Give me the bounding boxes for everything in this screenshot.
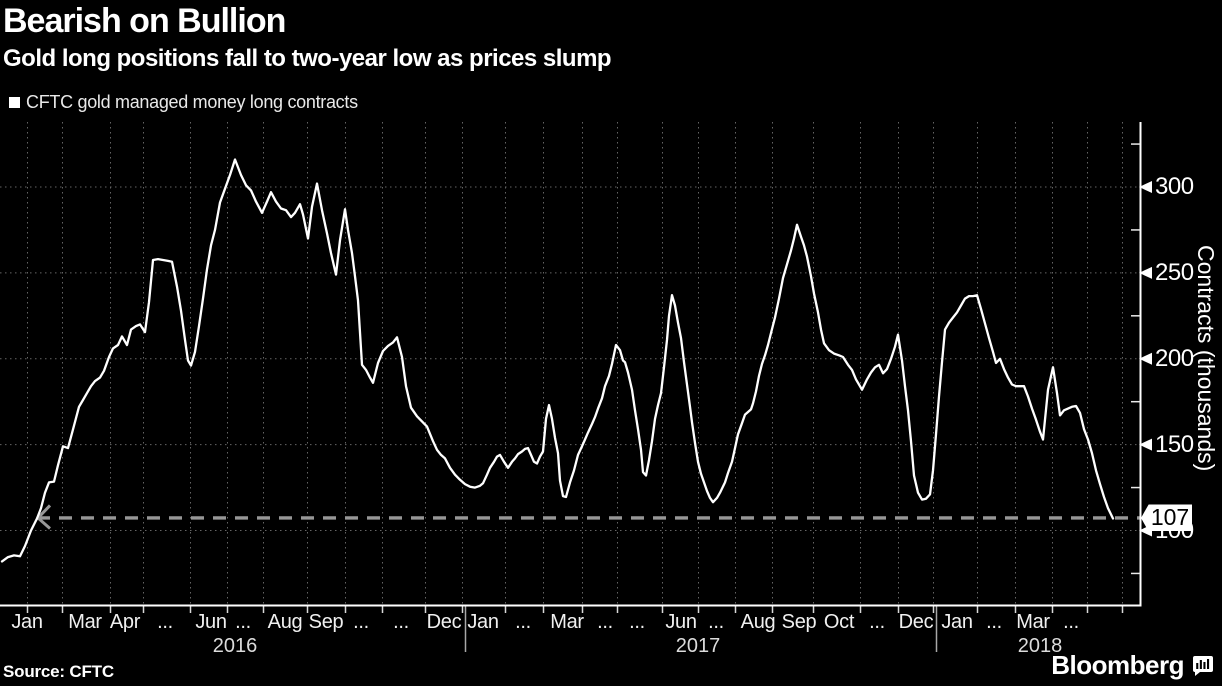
- x-tick-label: Jun: [665, 611, 697, 633]
- x-tick-label: ...: [393, 611, 409, 633]
- x-tick-label: Sep: [781, 611, 817, 633]
- x-year-label: 2017: [675, 635, 721, 657]
- y-tick-label: 300: [1155, 173, 1194, 200]
- x-year-label: 2016: [212, 635, 258, 657]
- source-note: Source: CFTC: [3, 662, 114, 681]
- legend-swatch-icon: [9, 97, 20, 108]
- x-tick-label: Mar: [68, 611, 102, 633]
- series-line: [0, 158, 1115, 563]
- x-tick-label: ...: [986, 611, 1002, 633]
- brand-wordmark: Bloomberg: [1051, 650, 1184, 680]
- x-tick-label: ...: [353, 611, 369, 633]
- x-tick-label: Jun: [195, 611, 227, 633]
- y-tick-arrow-icon: [1139, 266, 1152, 279]
- x-tick-label: Aug: [267, 611, 303, 633]
- y-tick-label: 150: [1155, 430, 1194, 458]
- x-year-label: 2018: [1017, 635, 1063, 657]
- legend-label: CFTC gold managed money long contracts: [26, 92, 358, 112]
- x-tick-label: ...: [629, 611, 645, 633]
- last-value-badge: 107: [1141, 504, 1192, 532]
- x-tick-label: Aug: [740, 611, 776, 633]
- bloomberg-logo-icon: [1193, 655, 1213, 676]
- x-tick-label: Dec: [426, 611, 462, 633]
- x-tick-label: Dec: [898, 611, 934, 633]
- y-tick-label: 250: [1155, 258, 1194, 286]
- chart-subtitle: Gold long positions fall to two-year low…: [3, 45, 612, 72]
- y-tick-arrow-icon: [1139, 181, 1152, 193]
- y-tick-arrow-icon: [1139, 438, 1152, 451]
- x-tick-label: Apr: [109, 611, 141, 633]
- x-tick-label: Jan: [941, 611, 973, 633]
- x-tick-label: ...: [157, 611, 173, 633]
- x-tick-label: Oct: [823, 611, 855, 633]
- brand-mark: Bloomberg: [1051, 650, 1214, 681]
- x-tick-label: Sep: [308, 611, 344, 633]
- page-title: Bearish on Bullion: [3, 2, 286, 40]
- x-tick-label: ...: [869, 611, 885, 633]
- x-tick-label: ...: [515, 611, 531, 633]
- x-tick-label: Jan: [467, 611, 499, 633]
- x-tick-label: ...: [235, 611, 251, 633]
- x-tick-label: Mar: [550, 611, 584, 633]
- y-tick-label: 200: [1155, 344, 1194, 372]
- x-tick-label: Jan: [11, 611, 43, 633]
- y-axis-title: Contracts (thousands): [1193, 244, 1219, 472]
- x-tick-label: Mar: [1016, 611, 1050, 633]
- x-tick-label: ...: [1063, 611, 1079, 633]
- y-tick-arrow-icon: [1139, 352, 1152, 365]
- legend: CFTC gold managed money long contracts: [9, 92, 358, 113]
- x-tick-label: ...: [708, 611, 724, 633]
- x-tick-label: ...: [597, 611, 613, 633]
